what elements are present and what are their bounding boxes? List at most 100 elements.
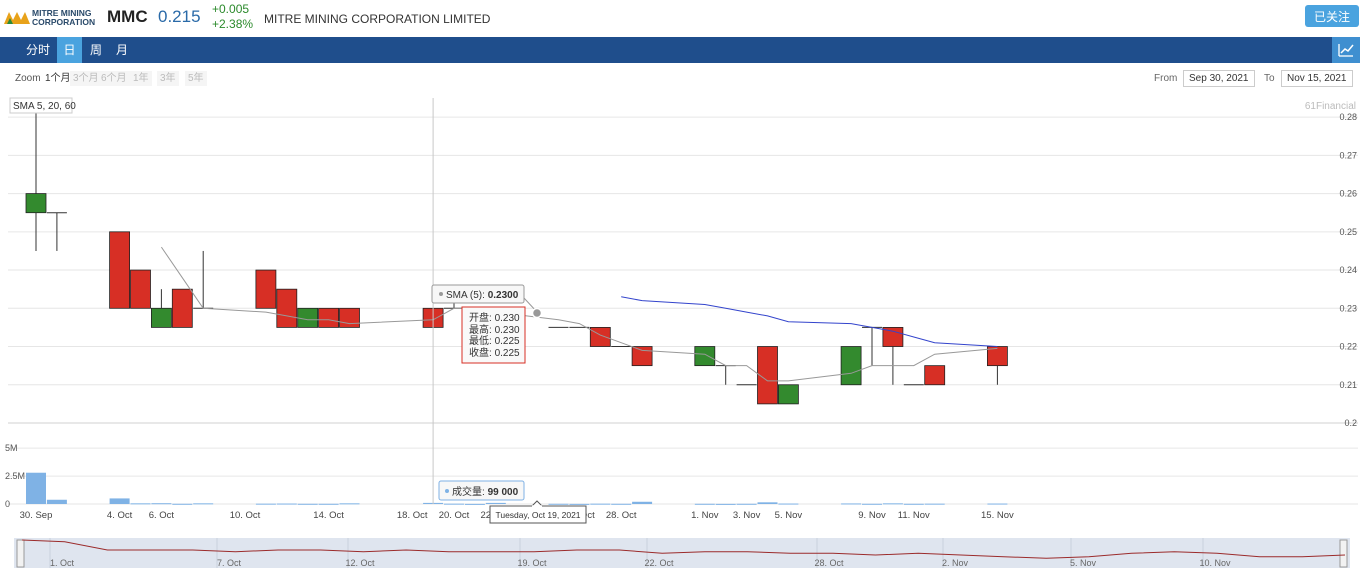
volume-bar — [172, 503, 193, 505]
legend-text: SMA 5, 20, 60 — [13, 101, 76, 112]
volume-tick-label: 0 — [5, 499, 10, 509]
navigator-left-handle[interactable] — [16, 539, 25, 568]
date-tooltip-text: Tuesday, Oct 19, 2021 — [495, 510, 580, 520]
candle — [318, 307, 340, 328]
volume-bar — [444, 503, 464, 505]
high-label: 最高: — [469, 323, 495, 336]
tab-monthly[interactable]: 月 — [115, 43, 128, 57]
date-tick-label: 18. Oct — [397, 510, 428, 521]
volume-bar — [757, 502, 778, 504]
candle-body — [987, 346, 1008, 367]
price-change: +0.005 +2.38% — [212, 2, 253, 32]
zoom-1m-button[interactable]: 1个月 — [45, 73, 71, 84]
volume-bar — [924, 503, 945, 505]
volume-bars — [26, 472, 1008, 505]
range-toolbar: Zoom 1个月 3个月 6个月 1年 3年 5年 From Sep 30, 2… — [0, 68, 1360, 90]
sma-tooltip-box — [431, 284, 525, 304]
sma-line — [621, 296, 998, 347]
navigator-tick-label: 10. Nov — [1199, 558, 1231, 568]
candle — [150, 289, 172, 328]
navigator-tick-label: 7. Oct — [217, 558, 242, 568]
svg-text:收盘: 0.225: 收盘: 0.225 — [469, 346, 520, 359]
volume-bar — [882, 503, 903, 505]
zoom-3m-button[interactable]: 3个月 — [70, 71, 102, 86]
candle — [778, 384, 799, 405]
volume-bar — [485, 502, 506, 504]
candle-body — [778, 384, 799, 405]
candle — [924, 365, 946, 386]
candle-body — [924, 365, 946, 386]
navigator-tick-label: 22. Oct — [644, 558, 674, 568]
legend-box — [9, 97, 73, 114]
volume-bar — [151, 503, 172, 505]
volume-bar — [193, 503, 214, 505]
candle — [987, 346, 1008, 385]
date-tick-label: 3. Nov — [733, 510, 761, 521]
to-date-input[interactable]: Nov 15, 2021 — [1281, 70, 1353, 87]
volume-bar — [26, 472, 46, 504]
volume-bar — [841, 503, 862, 505]
tab-intraday[interactable]: 分时 — [25, 43, 50, 57]
candle-body — [757, 346, 778, 405]
volume-bar — [276, 503, 297, 505]
volume-bar — [255, 503, 276, 505]
candle-body — [589, 327, 611, 347]
open-value: 0.230 — [495, 313, 520, 324]
zoom-1y-button[interactable]: 1年 — [130, 71, 152, 86]
volume-bar — [611, 503, 632, 505]
ohlc-tooltip-box — [461, 306, 526, 364]
logo-mark-icon — [4, 12, 30, 24]
logo-text-line1: MITRE MINING — [32, 8, 92, 18]
volume-bar — [987, 503, 1008, 505]
ticker-symbol: MMC — [107, 7, 148, 26]
tab-weekly[interactable]: 周 — [89, 43, 102, 57]
navigator-right-handle[interactable] — [1339, 539, 1348, 568]
date-tick-label: 14. Oct — [313, 510, 344, 521]
stock-chart[interactable]: 0.28 0.27 0.26 0.25 0.24 0.23 0.22 0.21 0.2 5M 2.… — [0, 90, 1360, 582]
candle-body — [150, 307, 172, 328]
close-label: 收盘: — [469, 346, 495, 359]
price-tick-label: 0.21 — [1339, 380, 1357, 390]
to-label: To — [1264, 73, 1275, 84]
navigator-line — [21, 539, 1346, 559]
candle — [276, 288, 298, 328]
chart-credit: 61Financial — [1305, 101, 1356, 112]
volume-bar — [862, 503, 882, 505]
candle-body — [631, 346, 653, 367]
navigator-tick-label: 2. Nov — [942, 558, 969, 568]
candle — [757, 346, 778, 405]
sma-tooltip-label: SMA (5): — [446, 290, 488, 301]
candle — [255, 269, 277, 309]
header-bar: MITRE MINING CORPORATION MMC 0.215 +0.00… — [0, 0, 1360, 37]
change-value: +0.005 — [212, 2, 250, 16]
candle — [631, 346, 653, 367]
volume-bar — [903, 503, 924, 505]
price-tick-label: 0.26 — [1339, 189, 1357, 199]
zoom-5y-button[interactable]: 5年 — [185, 71, 207, 86]
candle-body — [25, 193, 47, 214]
date-tick-label: 5. Nov — [775, 510, 803, 521]
date-tick-label: 4. Oct — [107, 510, 133, 521]
open-label: 开盘: — [469, 311, 495, 324]
follow-button[interactable]: 已关注 — [1305, 5, 1359, 27]
low-value: 0.225 — [495, 336, 520, 347]
date-tick-label: 11. Nov — [898, 510, 930, 521]
zoom-6m-button[interactable]: 6个月 — [98, 71, 130, 86]
close-value: 0.225 — [495, 348, 520, 359]
low-label: 最低: — [469, 334, 495, 347]
from-label: From — [1154, 73, 1178, 84]
chart-type-button[interactable] — [1332, 37, 1360, 63]
volume-bar — [46, 499, 67, 504]
candle — [882, 327, 904, 385]
zoom-3y-button[interactable]: 3年 — [157, 71, 179, 86]
date-tick-label: 28. Oct — [606, 510, 637, 521]
volume-bar — [694, 503, 715, 505]
company-logo: MITRE MINING CORPORATION — [4, 8, 95, 28]
from-date-input[interactable]: Sep 30, 2021 — [1183, 70, 1255, 87]
price-gridlines — [8, 116, 1358, 424]
candle — [297, 307, 319, 328]
tab-daily[interactable]: 日 — [57, 37, 82, 63]
company-name: MITRE MINING CORPORATION LIMITED — [264, 12, 491, 26]
last-price: 0.215 — [158, 7, 201, 26]
price-axis: 0.28 0.27 0.26 0.25 0.24 0.23 0.22 0.21 0.2 — [1339, 112, 1357, 428]
